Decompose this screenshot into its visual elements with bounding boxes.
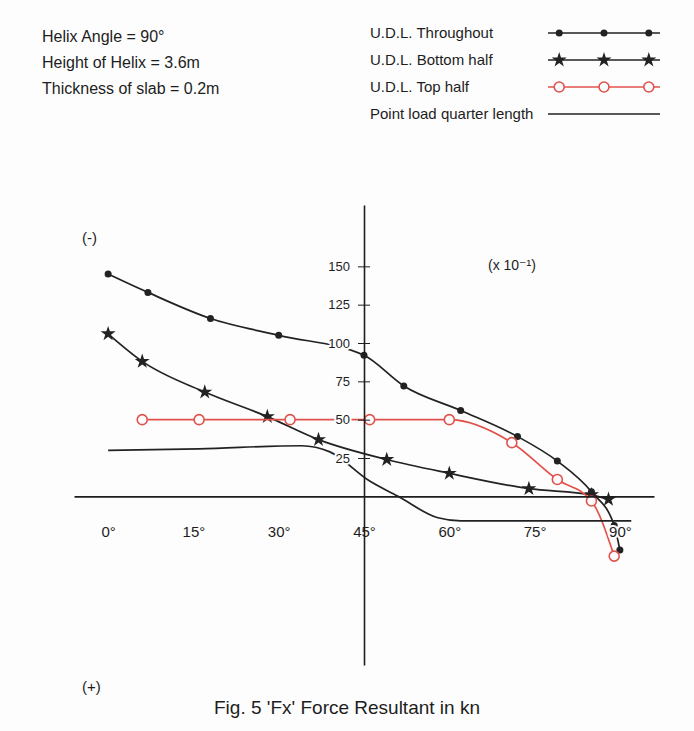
x-tick: 75° [524,496,547,540]
annotation: Helix Angle = 90° [42,28,164,45]
series-line [108,446,631,521]
y-tick-mark [358,458,370,459]
legend-swatch-marker [601,30,608,37]
series-marker [601,492,616,506]
series-line [108,334,608,500]
legend-item: U.D.L. Top half [370,78,660,95]
annotation: Height of Helix = 3.6m [42,54,200,71]
x-tick-label: 75° [524,523,547,540]
y-tick: 125 [328,297,370,312]
series-marker [135,354,150,368]
chart-root: 0°15°30°45°60°75°90°255075100125150Helix… [0,0,694,731]
series-marker [194,415,204,425]
series-line [142,420,614,556]
y-axis: 25 50 75 100 125 150 [328,206,370,666]
legend-swatch-marker [641,52,656,66]
y-tick-label: 50 [336,412,350,427]
y-tick-mark [358,381,370,382]
annotation: (x 10⁻¹) [488,257,536,273]
x-tick: 90° [609,496,632,540]
legend-label: U.D.L. Throughout [370,24,494,41]
legend-label: U.D.L. Top half [370,78,470,95]
y-tick: 75 [336,374,370,389]
legend-label: Point load quarter length [370,105,533,122]
x-tick: 15° [183,496,206,540]
y-tick-label: 100 [328,336,350,351]
legend-swatch-marker [556,30,563,37]
y-tick: 50 [336,412,370,427]
legend-swatch-marker [645,30,652,37]
legend-item: U.D.L. Throughout [370,24,660,41]
series-marker [554,458,561,465]
y-tick-mark [358,266,370,267]
series-marker [442,465,457,479]
series-marker [521,481,536,495]
series-marker [275,332,282,339]
legend-swatch-marker [599,82,609,92]
y-tick-label: 125 [328,297,350,312]
legend: U.D.L. Throughout U.D.L. Bottom half U.D.L… [370,24,660,122]
x-tick-label: 90° [609,523,632,540]
legend-swatch-marker [596,52,611,66]
y-tick-mark [358,343,370,344]
y-tick: 150 [328,259,370,274]
series-marker [197,384,212,398]
x-tick: 30° [268,496,291,540]
series-marker [144,289,151,296]
y-tick-mark [358,420,370,421]
annotation: Thickness of slab = 0.2m [42,80,219,97]
series-marker [444,415,454,425]
y-tick-label: 150 [328,259,350,274]
y-axis-line [364,206,366,666]
legend-swatch-marker [554,82,564,92]
legend-item: Point load quarter length [370,105,660,122]
series-marker [507,438,517,448]
series-marker [285,415,295,425]
y-tick-label: 25 [336,451,350,466]
series-marker [137,415,147,425]
y-tick-label: 75 [336,374,350,389]
legend-swatch-marker [644,82,654,92]
plot-area [101,271,632,562]
series-marker [552,474,562,484]
legend-swatch-marker [552,52,567,66]
x-tick: 60° [438,496,461,540]
annotation: (+) [82,678,101,695]
legend-item: U.D.L. Bottom half [370,51,660,68]
series-marker [260,409,275,423]
legend-swatch [548,113,660,115]
chart-svg: 0°15°30°45°60°75°90°255075100125150Helix… [0,0,694,731]
legend-label: U.D.L. Bottom half [370,51,493,68]
y-tick-mark [358,305,370,306]
annotation: (-) [82,229,97,246]
series-marker [457,407,464,414]
series-marker [609,551,619,561]
x-tick: 0° [101,496,115,540]
x-tick-label: 60° [438,523,461,540]
series-marker [101,326,116,340]
series-marker [105,271,112,278]
y-tick: 25 [336,451,370,466]
chart-title: Fig. 5 'Fx' Force Resultant in kn [214,697,480,718]
series-marker [379,452,394,466]
x-tick-label: 15° [183,523,206,540]
series-marker [311,432,326,446]
y-tick: 100 [328,336,370,351]
series-marker [207,315,214,322]
x-tick-label: 30° [268,523,291,540]
x-tick-label: 0° [101,523,115,540]
series-marker [400,382,407,389]
